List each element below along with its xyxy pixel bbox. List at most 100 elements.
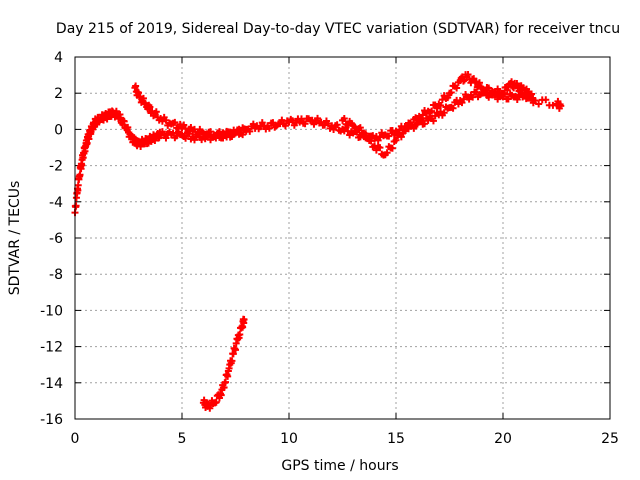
y-tick-label: 4 [54,50,63,66]
data-point [542,96,550,104]
data-point [356,124,364,132]
data-point [360,129,368,137]
data-point [256,123,264,131]
data-point [240,315,248,323]
data-point [485,93,493,101]
data-point [419,111,427,119]
data-point [324,120,332,128]
data-point [421,120,429,128]
y-tick-label: -4 [49,195,63,211]
data-point [158,117,166,125]
data-point [76,171,84,179]
plot-area [74,56,611,420]
data-point [222,378,230,386]
data-point [139,94,147,102]
data-point [464,71,472,79]
y-tick-label: 0 [54,122,63,138]
data-point [399,129,407,137]
data-point [397,133,405,141]
data-point [289,117,297,125]
x-tick-label: 10 [280,431,298,447]
data-point [437,101,445,109]
data-point [459,77,467,85]
data-point [173,132,181,140]
data-point [232,346,239,354]
data-point [500,90,508,98]
data-point [215,128,223,136]
data-point [281,122,289,130]
y-tick-label: -8 [49,267,63,283]
data-point [392,136,400,144]
data-point [171,118,179,126]
chart-title: Day 215 of 2019, Sidereal Day-to-day VTE… [56,21,620,37]
data-point [447,88,455,96]
y-tick-label: -12 [40,340,63,356]
data-point [269,119,277,127]
data-point [449,104,457,112]
data-point [174,125,182,133]
data-point [146,103,154,111]
x-tick-label: 5 [178,431,187,447]
y-axis-label: SDTVAR / TECUs [7,181,23,296]
data-point [158,128,166,136]
data-point [187,124,195,132]
data-point [314,114,322,122]
series-SDTVAR-lower [199,315,248,412]
data-point [481,88,489,96]
data-point [494,85,502,93]
data-point [485,84,493,92]
data-point [388,144,396,152]
data-point [535,100,543,108]
data-point [465,95,473,103]
data-point [417,115,425,123]
x-tick-label: 25 [601,431,619,447]
axis-ticks: 0 5 10 15 20 25 -16 -14 -12 -10 -8 -6 -4 -2 0 2 4 [40,50,619,447]
data-point [383,149,391,157]
data-point [228,357,236,365]
data-point [529,95,537,103]
data-point [458,99,466,107]
data-point [408,122,416,130]
data-point [557,102,565,110]
data-point [367,137,375,145]
grid [75,57,610,419]
data-point [72,202,80,210]
data-points [71,71,565,412]
data-point [212,398,220,406]
data-point [180,121,188,129]
y-tick-label: -10 [40,303,63,319]
data-point [371,142,379,150]
data-point [376,144,384,152]
x-axis-label: GPS time / hours [281,458,398,474]
data-point [365,132,373,140]
data-point [437,108,445,116]
data-point [504,95,512,103]
data-point [321,121,329,129]
data-point [428,107,436,115]
data-point [162,134,170,142]
data-point [454,100,462,108]
data-point [453,84,461,92]
data-point [403,124,411,132]
data-point [249,120,257,128]
data-point [162,116,170,124]
data-point [239,323,247,331]
data-point [475,79,483,87]
data-point [236,330,244,338]
series-SDTVAR-upper [131,71,537,159]
data-point [169,129,177,137]
y-tick-label: -2 [49,159,63,175]
x-tick-label: 0 [71,431,80,447]
data-point [385,132,393,140]
data-point [152,108,160,116]
data-point [242,127,250,135]
x-tick-label: 20 [494,431,512,447]
y-tick-label: 2 [54,86,63,102]
data-point [340,115,348,122]
data-point [207,128,215,136]
data-point [333,121,341,129]
data-point [503,86,511,94]
data-point [301,120,309,128]
data-point [440,109,448,117]
data-point [438,96,446,104]
